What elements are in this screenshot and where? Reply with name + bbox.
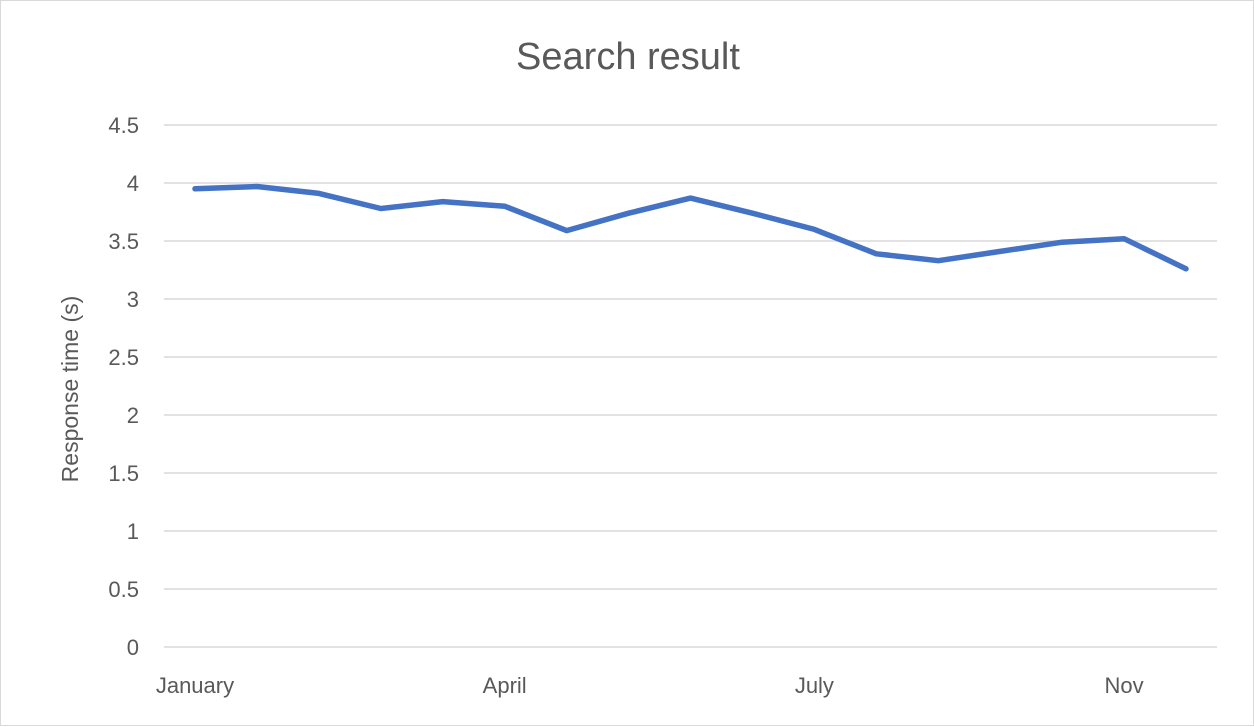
y-axis-label: Response time (s) (57, 296, 83, 483)
y-tick-labels: 0 0.5 1 1.5 2 2.5 3 3.5 4 4.5 (108, 113, 139, 660)
y-tick-label: 3 (127, 287, 139, 312)
chart-title: Search result (516, 36, 740, 78)
series-layer (192, 183, 1189, 272)
x-tick-label: April (483, 673, 527, 698)
x-tick-label: January (156, 673, 234, 698)
x-tick-label: Nov (1105, 673, 1144, 698)
y-tick-label: 2 (127, 403, 139, 428)
y-tick-label: 4 (127, 171, 139, 196)
y-tick-label: 0.5 (108, 577, 139, 602)
y-tick-label: 4.5 (108, 113, 139, 138)
y-tick-label: 1.5 (108, 461, 139, 486)
y-tick-label: 1 (127, 519, 139, 544)
y-tick-label: 2.5 (108, 345, 139, 370)
x-tick-label: July (795, 673, 834, 698)
y-tick-label: 0 (127, 635, 139, 660)
y-tick-label: 3.5 (108, 229, 139, 254)
x-tick-labels: January April July Nov (156, 673, 1144, 698)
series-line-0 (192, 183, 1189, 272)
gridlines (164, 124, 1217, 648)
